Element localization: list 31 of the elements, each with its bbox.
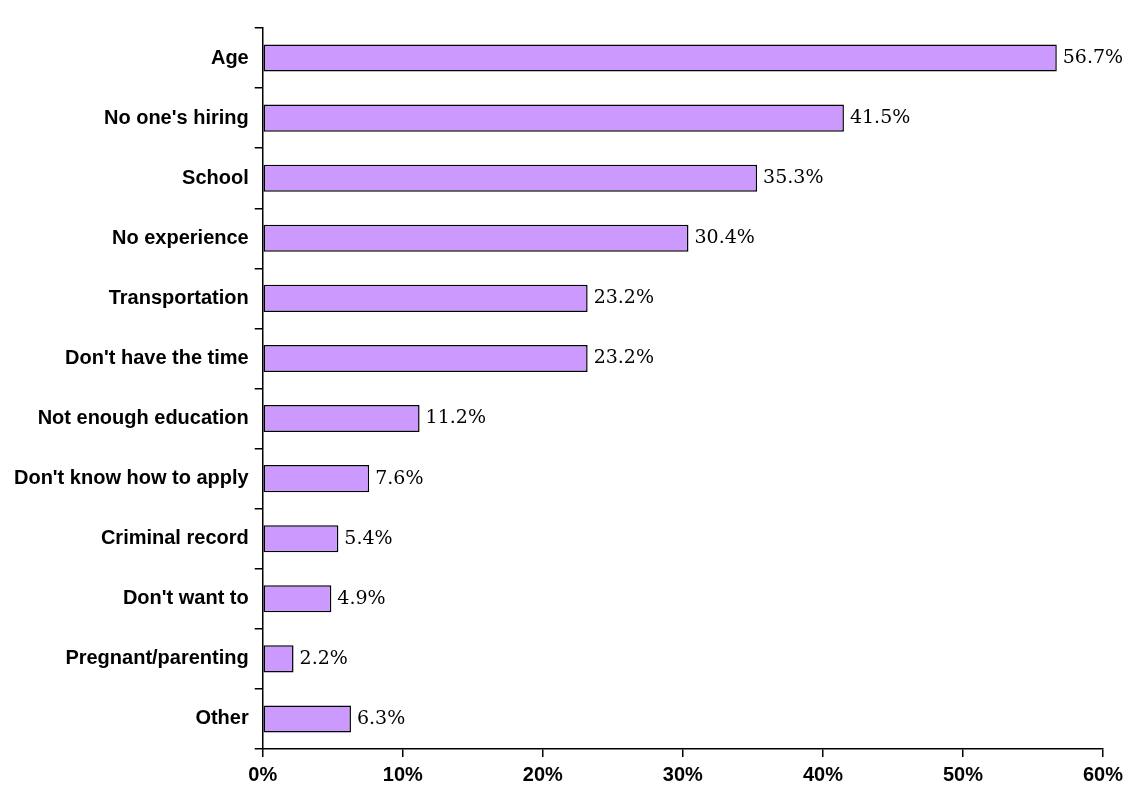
data-label: 6.3% <box>356 705 406 728</box>
y-tick-label: School <box>182 165 249 188</box>
data-label: 23.2% <box>593 285 654 308</box>
x-tick-label: 40% <box>802 762 844 785</box>
data-label: 4.9% <box>337 585 386 608</box>
y-tick-label: Age <box>210 45 249 68</box>
x-tick-label: 30% <box>662 762 704 785</box>
y-tick-label: Not enough education <box>37 406 249 429</box>
data-label: 41.5% <box>849 105 911 128</box>
x-tick-label: 50% <box>942 762 984 785</box>
data-label: 56.7% <box>1062 44 1124 67</box>
y-tick-label: Don't know how to apply <box>13 466 250 489</box>
y-tick-label: Transportation <box>108 285 249 308</box>
data-label: 2.2% <box>299 645 348 668</box>
data-label: 35.3% <box>763 165 824 188</box>
x-tick-label: 60% <box>1082 762 1124 785</box>
y-tick-label: Don't want to <box>122 586 249 609</box>
x-tick-label: 10% <box>382 762 424 785</box>
data-label: 23.2% <box>593 345 654 368</box>
x-tick-label: 0% <box>248 762 278 785</box>
y-tick-label: Don't have the time <box>65 345 249 368</box>
y-tick-label: Criminal record <box>100 526 249 549</box>
x-tick-label: 20% <box>522 762 564 785</box>
data-label: 11.2% <box>425 405 486 428</box>
data-label: 5.4% <box>344 525 393 548</box>
y-tick-label: Other <box>195 706 249 729</box>
data-label: 7.6% <box>375 465 424 488</box>
data-label: 30.4% <box>694 225 755 248</box>
y-tick-label: Pregnant/parenting <box>65 646 249 669</box>
y-tick-label: No experience <box>112 225 249 248</box>
y-tick-label: No one's hiring <box>103 105 249 128</box>
